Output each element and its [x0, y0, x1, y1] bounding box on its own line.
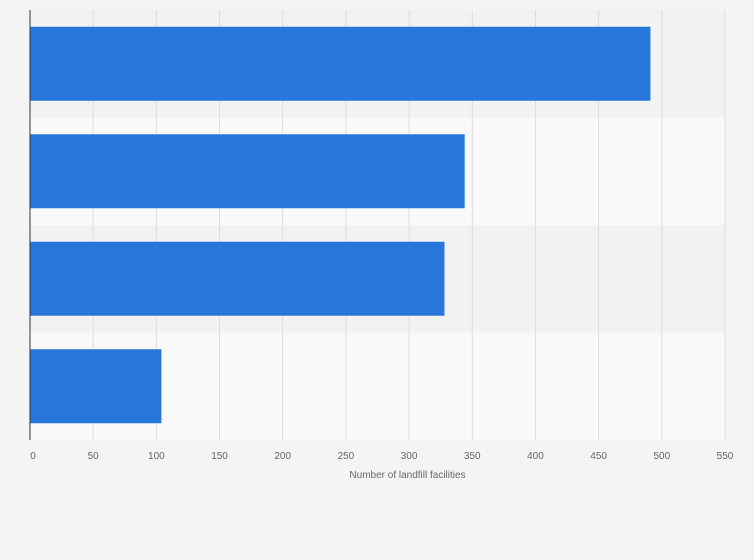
x-tick-label: 0: [30, 451, 36, 462]
x-tick-label: 450: [590, 451, 607, 462]
bar[interactable]: [30, 134, 465, 209]
x-tick-label: 200: [274, 451, 291, 462]
x-tick-label: 150: [211, 451, 228, 462]
x-tick-label: 300: [401, 451, 418, 462]
x-axis-title: Number of landfill facilities: [349, 470, 465, 481]
bars: [30, 26, 651, 424]
x-tick-label: 550: [717, 451, 734, 462]
x-tick-label: 100: [148, 451, 165, 462]
bar[interactable]: [30, 349, 162, 424]
bar[interactable]: [30, 241, 445, 316]
bar[interactable]: [30, 26, 651, 101]
x-axis-ticks: 0 50 100 150 200 250 300 350 400 450 500 550: [30, 451, 734, 462]
x-tick-label: 400: [527, 451, 544, 462]
x-tick-label: 50: [88, 451, 100, 462]
x-tick-label: 250: [338, 451, 355, 462]
x-tick-label: 500: [653, 451, 670, 462]
x-tick-label: 350: [464, 451, 481, 462]
